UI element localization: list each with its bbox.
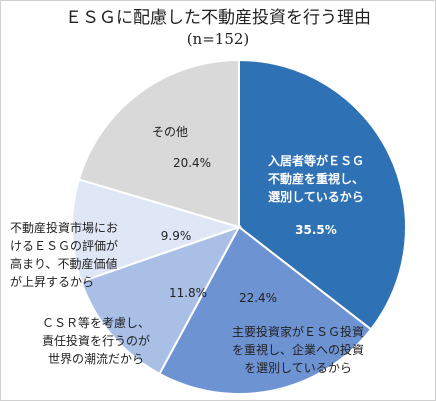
- pie-slice-5: [77, 58, 240, 229]
- slice-label-4: 不動産投資市場におけるＥＳＧの評価が高まり、不動産価値が上昇するから: [10, 220, 118, 289]
- slice-value-1: 35.5%: [295, 223, 337, 237]
- chart-title: ＥＳＧに配慮した不動産投資を行う理由: [65, 8, 371, 28]
- pie-slice-4: [71, 178, 243, 283]
- pie-slice-3: [79, 225, 242, 376]
- slice-value-2: 22.4%: [239, 291, 277, 305]
- slice-value-5: 20.4%: [173, 156, 211, 170]
- slice-label-2: 主要投資家がＥＳＧ投資を重視し、企業への投資を選別しているから: [232, 324, 364, 375]
- slice-label-5: その他: [152, 125, 188, 139]
- chart-subtitle: (n=152): [186, 30, 250, 48]
- pie-slice-2: [158, 225, 373, 395]
- slice-label-3: ＣＳＲ等を考慮し、責任投資を行うのが世界の潮流だから: [42, 316, 150, 366]
- slice-value-4: 9.9%: [161, 229, 192, 243]
- slice-value-3: 11.8%: [169, 286, 207, 300]
- pie-slice-1: [238, 58, 407, 331]
- slice-label-1: 入居者等がＥＳＧ不動産を重視し、選別しているから: [268, 153, 364, 204]
